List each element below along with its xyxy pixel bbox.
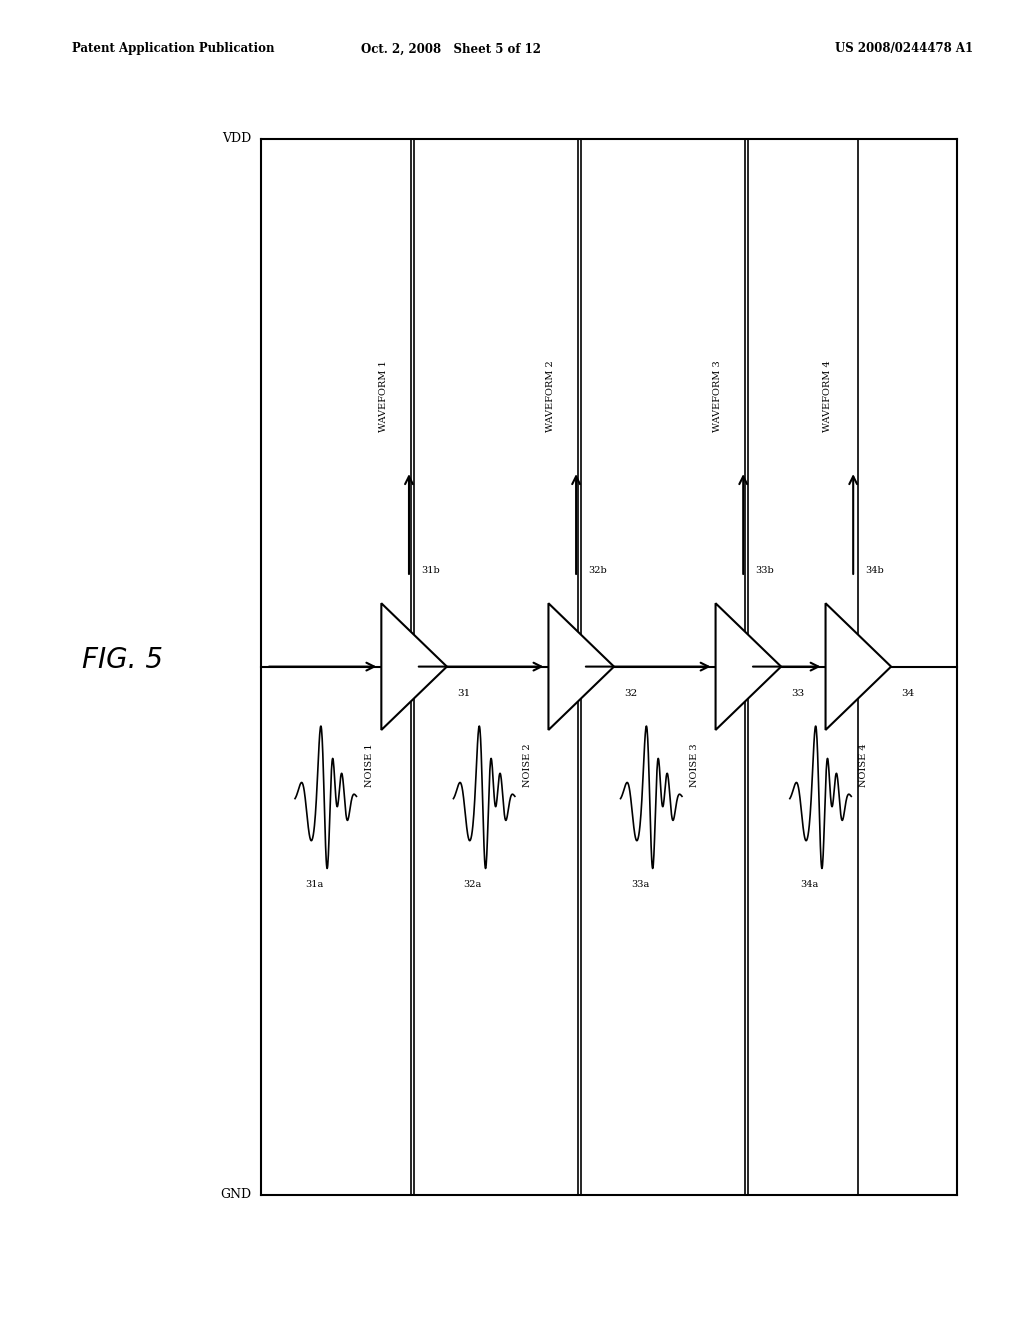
- Text: Patent Application Publication: Patent Application Publication: [72, 42, 274, 55]
- Text: 33a: 33a: [631, 880, 649, 888]
- Text: 32a: 32a: [464, 880, 482, 888]
- Text: 31a: 31a: [305, 880, 324, 888]
- Text: WAVEFORM 3: WAVEFORM 3: [713, 360, 722, 432]
- Text: 33b: 33b: [756, 566, 774, 574]
- Text: 31: 31: [457, 689, 470, 697]
- Text: US 2008/0244478 A1: US 2008/0244478 A1: [835, 42, 973, 55]
- Text: 34: 34: [901, 689, 914, 697]
- Polygon shape: [381, 603, 446, 730]
- Text: NOISE 1: NOISE 1: [365, 743, 374, 788]
- Text: WAVEFORM 2: WAVEFORM 2: [546, 360, 555, 432]
- Text: GND: GND: [220, 1188, 251, 1201]
- Text: 34a: 34a: [800, 880, 818, 888]
- Text: Oct. 2, 2008   Sheet 5 of 12: Oct. 2, 2008 Sheet 5 of 12: [360, 42, 541, 55]
- Text: NOISE 3: NOISE 3: [690, 743, 699, 788]
- Text: 31b: 31b: [421, 566, 440, 574]
- Polygon shape: [716, 603, 781, 730]
- Text: NOISE 2: NOISE 2: [523, 743, 532, 788]
- Text: 32: 32: [625, 689, 638, 697]
- Text: FIG. 5: FIG. 5: [82, 645, 164, 675]
- Text: 33: 33: [792, 689, 805, 697]
- Text: 34b: 34b: [865, 566, 885, 574]
- Polygon shape: [825, 603, 891, 730]
- Text: NOISE 4: NOISE 4: [859, 743, 868, 788]
- Text: VDD: VDD: [221, 132, 251, 145]
- Text: WAVEFORM 4: WAVEFORM 4: [823, 360, 833, 432]
- Text: 32b: 32b: [589, 566, 607, 574]
- Text: WAVEFORM 1: WAVEFORM 1: [379, 360, 388, 432]
- Polygon shape: [549, 603, 614, 730]
